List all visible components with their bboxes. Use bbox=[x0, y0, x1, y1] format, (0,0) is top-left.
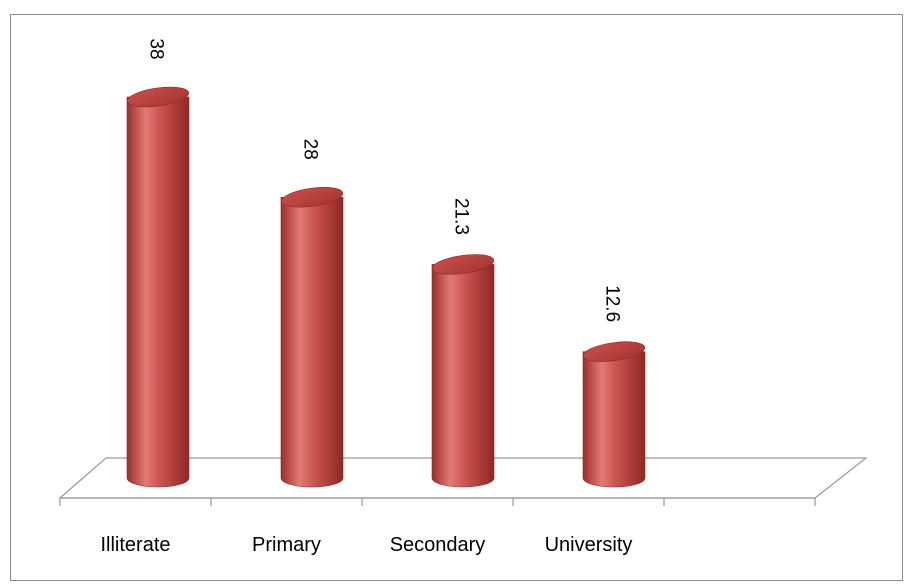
bar-body bbox=[431, 264, 495, 488]
x-axis bbox=[59, 497, 816, 506]
bar-series bbox=[126, 86, 646, 488]
bar bbox=[431, 254, 495, 488]
value-labels: 38 28 21.3 12.6 bbox=[146, 38, 623, 322]
data-label: 38 bbox=[146, 38, 167, 59]
bar-cap bbox=[431, 254, 495, 275]
data-label: 28 bbox=[300, 139, 321, 160]
bar bbox=[582, 341, 646, 488]
x-tick-label: Secondary bbox=[390, 534, 486, 556]
category-labels: Illiterate Primary Secondary University bbox=[100, 534, 632, 556]
data-label: 12.6 bbox=[602, 285, 623, 322]
bar-body bbox=[280, 196, 344, 488]
bar bbox=[280, 187, 344, 488]
bar-body bbox=[126, 96, 190, 488]
bar-body bbox=[582, 351, 646, 488]
bar-cap bbox=[280, 187, 344, 208]
x-tick-label: Primary bbox=[252, 534, 321, 556]
x-tick-label: University bbox=[545, 534, 633, 556]
data-label: 21.3 bbox=[451, 198, 472, 235]
x-tick-label: Illiterate bbox=[100, 534, 170, 556]
bar-cap bbox=[582, 341, 646, 362]
bar bbox=[126, 86, 190, 488]
bar-cap bbox=[126, 86, 190, 108]
